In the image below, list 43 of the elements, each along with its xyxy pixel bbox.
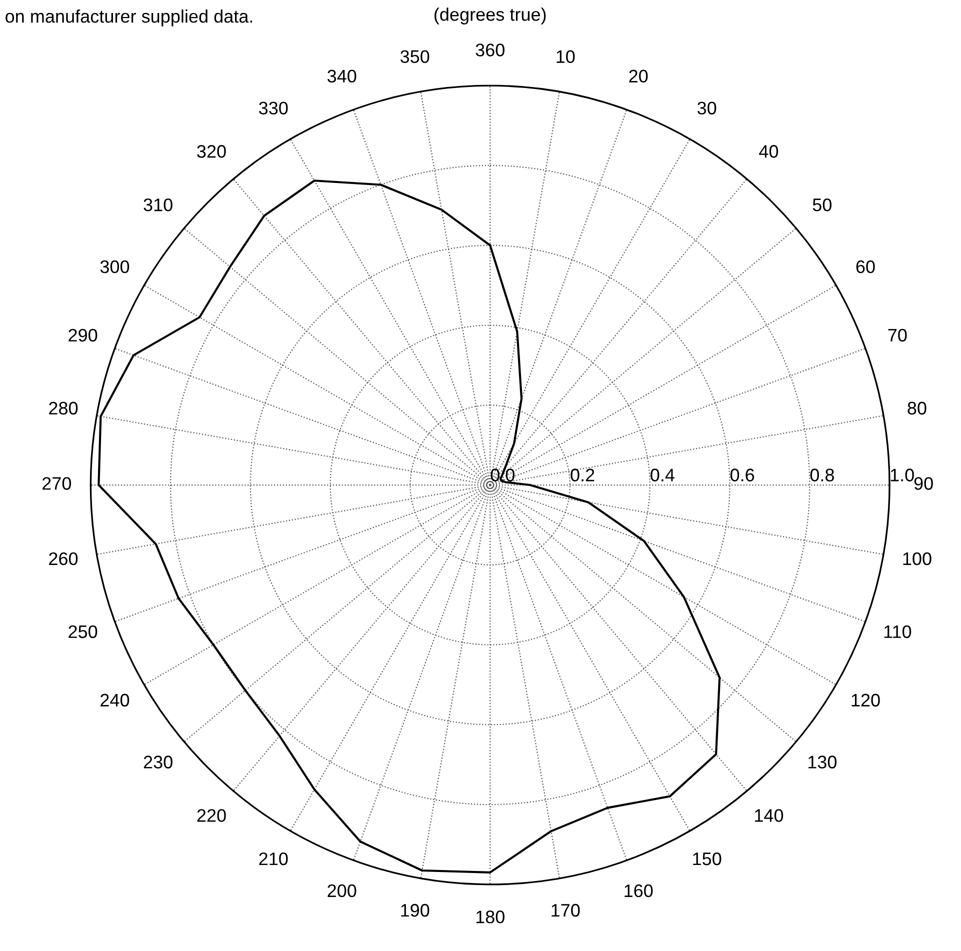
spoke-label: 260 (49, 552, 78, 566)
spoke-label: 40 (759, 145, 778, 158)
spoke-label: 310 (144, 198, 172, 212)
spoke-label: 360 (476, 44, 504, 56)
spoke-label: 20 (629, 70, 648, 83)
y-tick-label: 0.2 (570, 468, 594, 482)
spoke-label: 170 (552, 904, 580, 917)
text: on manufacturer supplied data. (6, 10, 252, 26)
spoke-label: 120 (852, 694, 880, 707)
spoke-label: 180 (476, 910, 504, 924)
spoke-label: 50 (812, 198, 832, 212)
spoke-label: 60 (856, 260, 875, 274)
spoke-label: 100 (903, 552, 932, 566)
spoke-label: 70 (888, 328, 907, 342)
spoke-label: 220 (197, 809, 226, 822)
y-tick-label: 0.6 (730, 468, 754, 482)
spoke-label: 90 (914, 477, 933, 490)
spoke-label: 140 (755, 809, 784, 822)
spoke-label: 240 (100, 694, 130, 707)
spoke-label: 280 (49, 402, 78, 415)
spoke-label: 270 (42, 477, 72, 490)
spoke-label: 10 (556, 50, 575, 63)
spoke-label: 340 (327, 70, 356, 83)
y-tick-label: 0.4 (650, 468, 674, 482)
spoke-label: 290 (68, 328, 98, 342)
spoke-label: 210 (259, 852, 288, 866)
spoke-label: 80 (908, 402, 926, 415)
spoke-label: 130 (808, 756, 837, 768)
spoke-label: 250 (68, 625, 98, 638)
spoke-label: 320 (197, 145, 226, 158)
spoke-label: 150 (693, 852, 722, 866)
spoke-label: 230 (144, 756, 172, 768)
chart-title: (degrees true) (434, 8, 546, 24)
y-tick-label: 0.8 (810, 468, 834, 482)
spoke-label: 190 (401, 904, 430, 917)
spoke-label: 300 (100, 260, 130, 274)
spoke-label: 110 (884, 625, 912, 638)
spoke-label: 330 (259, 102, 288, 114)
spoke-label: 200 (328, 884, 356, 898)
spoke-label: 350 (400, 50, 430, 63)
y-tick-label: 1.0 (890, 468, 914, 482)
spoke-label: 30 (697, 102, 716, 114)
spoke-label: 160 (624, 884, 653, 898)
